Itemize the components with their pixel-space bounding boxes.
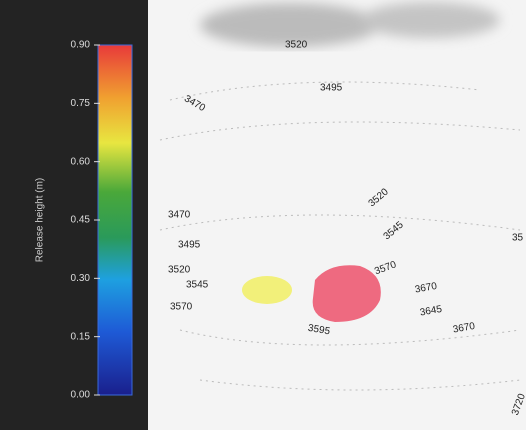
tick-label: 0.90 bbox=[71, 40, 91, 51]
contour-label: 3545 bbox=[186, 280, 209, 291]
tick-label: 0.30 bbox=[71, 273, 91, 284]
contour-label: 3470 bbox=[168, 210, 191, 221]
tick-label: 0.00 bbox=[71, 390, 91, 401]
contour-label: 3520 bbox=[168, 265, 191, 276]
contour-label: 3495 bbox=[320, 83, 343, 94]
contour-label: 3520 bbox=[285, 40, 308, 51]
tick-label: 0.60 bbox=[71, 156, 91, 167]
tick-label: 0.15 bbox=[71, 331, 91, 342]
contour-label: 3495 bbox=[178, 240, 201, 251]
tick-label: 0.45 bbox=[71, 215, 91, 226]
contour-label: 3570 bbox=[170, 302, 193, 313]
tick-label: 0.75 bbox=[71, 98, 91, 109]
colorbar-label: Release height (m) bbox=[35, 178, 46, 262]
page: Release height (m) 0.00 0.15 0.30 0.45 0.60 0… bbox=[0, 0, 526, 430]
map-view: Release height (m) 0.00 0.15 0.30 0.45 0.60 0… bbox=[0, 0, 526, 430]
release-area-yellow bbox=[242, 276, 292, 304]
contour-label: 35 bbox=[512, 233, 524, 244]
colorbar bbox=[98, 45, 132, 395]
